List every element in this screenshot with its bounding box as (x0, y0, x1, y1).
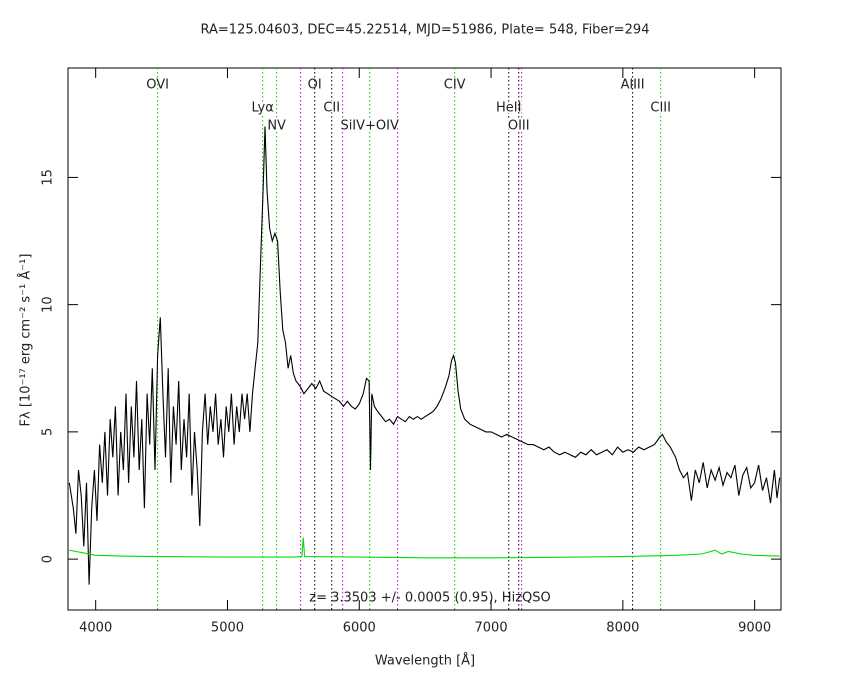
x-tick-label: 9000 (738, 621, 771, 636)
line-label: Lyα (252, 101, 274, 116)
y-tick-label: 10 (41, 296, 56, 313)
plot-frame (67, 67, 782, 611)
x-tick-label: 6000 (343, 621, 376, 636)
line-label: CIV (444, 78, 466, 93)
line-label: SiIV+OIV (340, 119, 399, 134)
line-label: AlIII (621, 78, 645, 93)
line-label: CIII (650, 101, 671, 116)
x-tick-label: 8000 (606, 621, 639, 636)
x-tick-label: 5000 (211, 621, 244, 636)
x-axis-label: Wavelength [Å] (375, 653, 475, 669)
line-label: CII (323, 101, 340, 116)
annotation: z= 3.3503 +/- 0.0005 (0.95), HizQSO (309, 591, 550, 606)
spectrum-line (69, 537, 780, 559)
y-tick-label: 0 (41, 555, 56, 563)
y-tick-label: 5 (41, 428, 56, 436)
line-label: NV (267, 119, 286, 134)
line-label: OVI (146, 78, 169, 93)
line-label: OI (308, 78, 322, 93)
y-axis-label: Fλ [10⁻¹⁷ erg cm⁻² s⁻¹ Å⁻¹] (18, 254, 34, 427)
x-tick-label: 4000 (79, 621, 112, 636)
chart-title: RA=125.04603, DEC=45.22514, MJD=51986, P… (201, 23, 650, 38)
x-tick-label: 7000 (475, 621, 508, 636)
spectrum-line (68, 126, 781, 585)
y-tick-label: 15 (41, 169, 56, 186)
line-label: HeII (496, 101, 521, 116)
line-label: OIII (508, 119, 530, 134)
